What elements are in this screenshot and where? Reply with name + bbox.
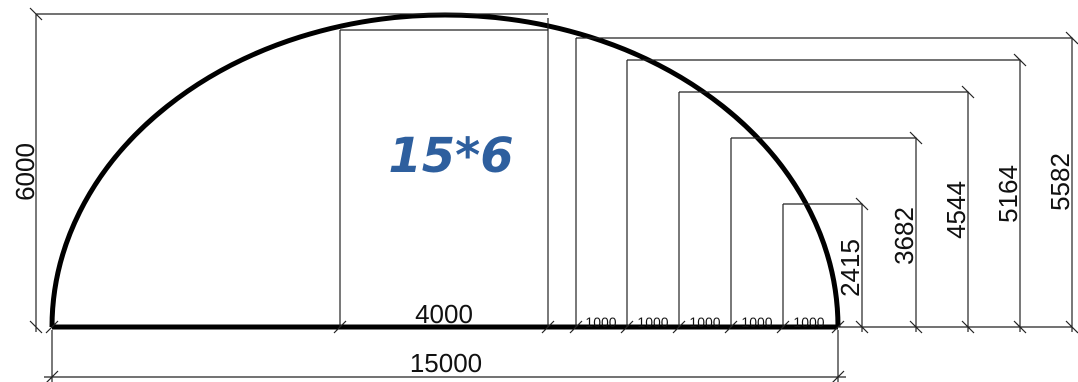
drawing-title: 15*6 [388, 128, 513, 184]
total-width-label: 15000 [410, 348, 482, 378]
step-height-label: 2415 [835, 239, 865, 297]
tick-mark [724, 320, 738, 334]
arch-outline [49, 12, 841, 328]
center-span-label: 4000 [415, 299, 473, 329]
dim-line-4544 [679, 91, 969, 332]
tick-mark [333, 320, 347, 334]
step-height-dimensions [576, 31, 1078, 334]
step-height-label: 5164 [993, 165, 1023, 223]
tick-mark [909, 131, 923, 145]
tick-mark [29, 320, 43, 334]
step-height-label: 5582 [1045, 153, 1075, 211]
step-span-label: 1000 [741, 314, 772, 330]
step-span-label: 1000 [585, 314, 616, 330]
total-height-dimension [29, 7, 548, 334]
tick-mark [1065, 31, 1078, 45]
step-span-label: 1000 [793, 314, 824, 330]
tick-mark [1013, 53, 1027, 67]
base-ticks [45, 320, 845, 334]
tick-mark [672, 320, 686, 334]
internal-verticals [339, 18, 784, 327]
tick-mark [29, 7, 43, 21]
total-height-label: 6000 [10, 143, 40, 201]
tick-mark [45, 320, 59, 334]
step-span-label: 1000 [637, 314, 668, 330]
tick-mark [961, 85, 975, 99]
tick-mark [569, 320, 583, 334]
tick-mark [831, 320, 845, 334]
tick-mark [832, 370, 845, 382]
step-span-label: 1000 [689, 314, 720, 330]
tick-mark [776, 320, 790, 334]
tick-mark [620, 320, 634, 334]
total-width-dimension [44, 330, 846, 382]
tick-mark [855, 197, 869, 211]
step-height-label: 4544 [941, 181, 971, 239]
tick-mark [46, 370, 59, 382]
step-height-label: 3682 [889, 207, 919, 265]
tick-mark [541, 320, 555, 334]
